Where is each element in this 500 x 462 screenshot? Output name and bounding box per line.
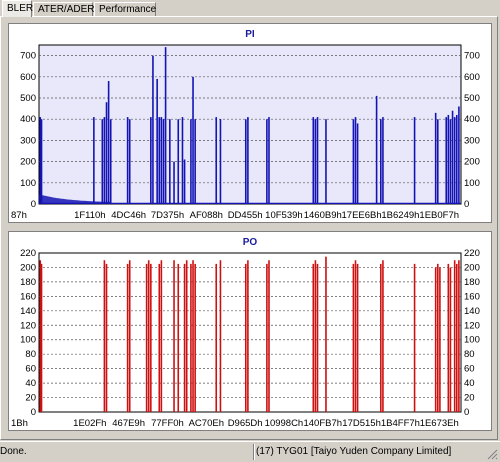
x-tick-label: 1460B9h — [304, 210, 342, 221]
y-tick-label-left: 100 — [20, 335, 36, 346]
x-tick-label: 7D375h — [151, 210, 184, 221]
y-tick-label-left: 400 — [20, 114, 36, 125]
x-tick-label: 10998Ch — [265, 418, 304, 429]
y-tick-label-left: 200 — [20, 262, 36, 273]
pi-baseline-area — [39, 194, 111, 204]
x-tick-label: AF088h — [190, 210, 223, 221]
chart-title: PO — [243, 237, 258, 248]
y-tick-label-right: 220 — [464, 248, 480, 259]
chart-title: PI — [245, 29, 255, 40]
x-tick-label: DD455h — [228, 210, 263, 221]
x-tick-label: 10F539h — [265, 210, 303, 221]
y-tick-label-left: 120 — [20, 320, 36, 331]
x-tick-label: 140FB7h — [303, 418, 342, 429]
tab-strip: BLER ATER/ADER Performance — [0, 0, 500, 17]
y-tick-label-right: 20 — [464, 393, 475, 404]
y-tick-label-left: 0 — [31, 199, 36, 210]
x-tick-label: 4DC46h — [111, 210, 146, 221]
y-tick-label-left: 220 — [20, 248, 36, 259]
y-tick-label-left: 80 — [25, 349, 36, 360]
y-tick-label-right: 300 — [464, 135, 480, 146]
status-text: Done. — [0, 446, 27, 457]
y-tick-label-right: 140 — [464, 306, 480, 317]
plot-area — [38, 252, 462, 413]
y-tick-label-right: 0 — [464, 199, 469, 210]
y-tick-label-right: 400 — [464, 114, 480, 125]
y-tick-label-left: 60 — [25, 364, 36, 375]
y-tick-label-right: 100 — [464, 335, 480, 346]
x-tick-label: 1E673Eh — [420, 418, 459, 429]
y-tick-label-left: 20 — [25, 393, 36, 404]
y-tick-label-left: 100 — [20, 178, 36, 189]
y-tick-label-right: 120 — [464, 320, 480, 331]
status-divider — [253, 444, 255, 460]
x-tick-label: 1E02Fh — [73, 418, 106, 429]
x-tick-label: AC70Eh — [189, 418, 224, 429]
y-tick-label-left: 180 — [20, 277, 36, 288]
y-tick-label-left: 40 — [25, 378, 36, 389]
po-chart: PO 0 0 20 20 40 40 60 60 80 80 100 100 120 120 140 140 16… — [11, 237, 480, 429]
resize-grip-icon[interactable] — [486, 448, 498, 460]
x-tick-label: 1F110h — [74, 210, 106, 221]
tab-ater-ader[interactable]: ATER/ADER — [33, 2, 95, 16]
x-tick-label: 87h — [11, 210, 27, 221]
y-tick-label-right: 80 — [464, 349, 475, 360]
y-tick-label-left: 160 — [20, 291, 36, 302]
y-tick-label-right: 60 — [464, 364, 475, 375]
y-tick-label-right: 600 — [464, 72, 480, 83]
x-tick-label: D965Dh — [228, 418, 263, 429]
status-bar: Done. (17) TYG01 [Taiyo Yuden Company Li… — [0, 441, 500, 462]
x-tick-label: 1B4FF7h — [381, 418, 420, 429]
y-tick-label-left: 300 — [20, 135, 36, 146]
disc-media-id: (17) TYG01 [Taiyo Yuden Company Limited] — [256, 446, 452, 457]
x-tick-label: 1Bh — [11, 418, 28, 429]
y-tick-label-left: 600 — [20, 72, 36, 83]
tab-performance[interactable]: Performance — [94, 2, 156, 16]
y-tick-label-right: 700 — [464, 51, 480, 62]
pi-chart: PI 0 0 100 100 200 200 300 300 400 400 500 500 600 600… — [11, 29, 480, 221]
y-tick-label-right: 160 — [464, 291, 480, 302]
y-tick-label-right: 40 — [464, 378, 475, 389]
y-tick-label-left: 500 — [20, 93, 36, 104]
y-tick-label-right: 500 — [464, 93, 480, 104]
po-chart-frame: PO 0 0 20 20 40 40 60 60 80 80 100 100 120 120 140 140 16… — [8, 231, 492, 431]
x-tick-label: 467E9h — [112, 418, 145, 429]
x-tick-label: 77FF0h — [151, 418, 184, 429]
x-tick-label: 17D515h — [342, 418, 381, 429]
y-tick-label-right: 100 — [464, 178, 480, 189]
y-tick-label-left: 700 — [20, 51, 36, 62]
y-tick-label-left: 140 — [20, 306, 36, 317]
x-tick-label: 17EE6Bh — [342, 210, 382, 221]
y-tick-label-left: 200 — [20, 157, 36, 168]
y-tick-label-right: 0 — [464, 407, 469, 418]
y-tick-label-right: 180 — [464, 277, 480, 288]
y-tick-label-left: 0 — [31, 407, 36, 418]
pi-chart-frame: PI 0 0 100 100 200 200 300 300 400 400 500 500 600 600… — [8, 23, 492, 223]
y-tick-label-right: 200 — [464, 157, 480, 168]
y-tick-label-right: 200 — [464, 262, 480, 273]
tab-bler[interactable]: BLER — [2, 0, 33, 17]
x-tick-label: 1B6249h — [381, 210, 419, 221]
x-tick-label: 1EB0F7h — [419, 210, 459, 221]
